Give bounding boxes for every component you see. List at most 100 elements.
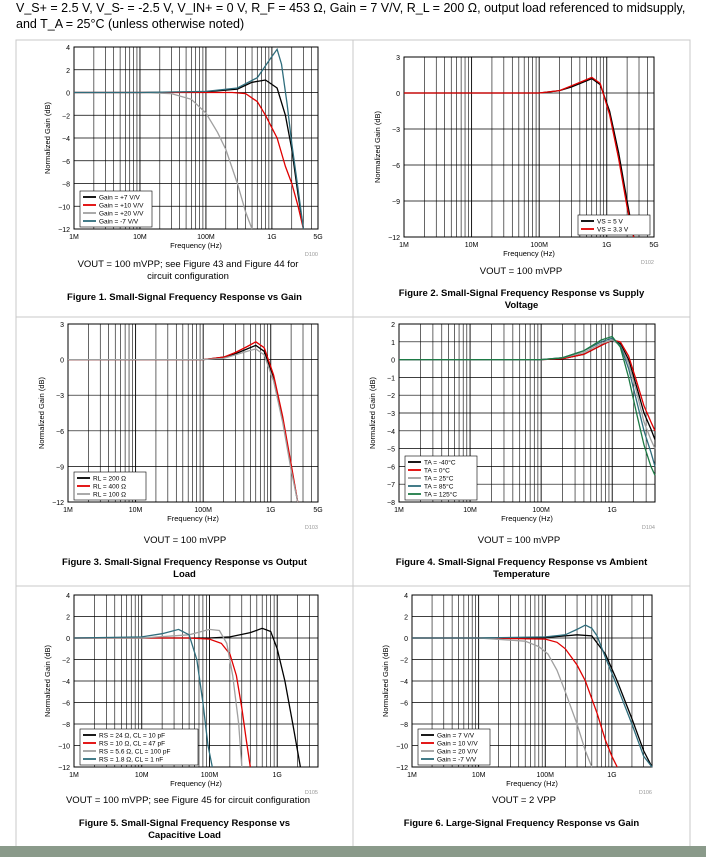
bottom-taskbar [0,846,706,857]
y-tick-label: −5 [387,447,395,454]
y-axis-label: Normalized Gain (dB) [43,644,52,717]
x-tick-label: 1G [602,242,611,249]
x-tick-label: 1G [266,507,275,514]
x-tick-label: 1M [69,234,79,241]
figure-title: Figure 2. Small-Signal Frequency Respons… [399,288,645,299]
y-tick-label: −4 [62,679,70,686]
y-tick-label: 4 [66,45,70,52]
y-tick-label: −6 [387,464,395,471]
y-tick-label: −9 [56,464,64,471]
figure-title-cont: Capacitive Load [148,830,221,841]
legend-label: VS = 5 V [597,219,623,226]
x-axis-label: Frequency (Hz) [170,779,222,788]
x-tick-label: 5G [313,507,322,514]
x-tick-label: 10M [465,242,479,249]
y-tick-label: 0 [396,91,400,98]
x-tick-label: 100M [194,507,212,514]
x-tick-label: 100M [201,772,219,779]
x-tick-label: 100M [536,772,554,779]
series-line-3 [74,91,253,230]
figure-title: Figure 4. Small-Signal Frequency Respons… [396,557,648,568]
y-tick-label: −6 [62,159,70,166]
figure-code: D105 [305,790,318,796]
x-axis-label: Frequency (Hz) [170,241,222,250]
y-tick-label: −8 [62,722,70,729]
figure-caption-cont: circuit configuration [147,271,229,282]
figure-title: Figure 3. Small-Signal Frequency Respons… [62,557,308,568]
y-tick-label: −4 [62,136,70,143]
legend-label: Gain = -7 V/V [437,757,477,764]
y-tick-label: 2 [66,615,70,622]
y-tick-label: −8 [400,722,408,729]
x-tick-label: 1M [407,772,417,779]
y-tick-label: 0 [404,636,408,643]
legend-label: RS = 5.6 Ω, CL = 100 pF [99,749,170,756]
y-axis-label: Normalized Gain (dB) [373,110,382,183]
y-tick-label: −8 [387,500,395,507]
figure-code: D102 [641,260,654,266]
y-tick-label: −6 [62,701,70,708]
x-axis-label: Frequency (Hz) [501,514,553,523]
legend-label: TA = 25°C [424,475,454,483]
y-tick-label: −10 [58,744,70,751]
y-tick-label: 0 [60,358,64,365]
legend: TA = -40°CTA = 0°CTA = 25°CTA = 85°CTA =… [404,455,478,501]
legend-label: TA = -40°C [424,459,456,467]
y-tick-label: −4 [387,429,395,436]
y-tick-label: −12 [58,765,70,772]
y-tick-label: −3 [387,411,395,418]
x-tick-label: 10M [135,772,149,779]
figure-title-cont: Temperature [493,569,550,580]
series-line-2 [74,637,251,768]
x-axis-label: Frequency (Hz) [503,249,555,258]
y-tick-label: 1 [391,340,395,347]
legend-box [577,214,651,236]
y-tick-label: 4 [66,593,70,600]
legend-label: Gain = 20 V/V [437,749,478,756]
y-tick-label: −8 [62,182,70,189]
series-line-3 [74,628,243,768]
y-axis-label: Normalized Gain (dB) [43,101,52,174]
y-tick-label: −2 [62,658,70,665]
figure-code: D100 [305,252,318,258]
figure-title: Figure 5. Small-Signal Frequency Respons… [79,818,290,829]
figure-title-cont: Load [173,569,196,580]
x-tick-label: 1M [69,772,79,779]
series-line-5 [399,335,656,476]
figure-caption: VOUT = 100 mVPP [478,535,560,546]
legend-label: RS = 10 Ω, CL = 47 pF [99,741,165,748]
legend-label: TA = 0°C [424,467,450,475]
y-tick-label: 3 [396,55,400,62]
legend-label: Gain = +20 V/V [99,211,144,218]
legend-label: TA = 125°C [424,491,457,499]
plot-frame [73,594,319,768]
y-tick-label: −12 [388,235,400,242]
y-tick-label: −3 [392,127,400,134]
x-tick-label: 10M [133,234,147,241]
series-line-3 [68,348,299,503]
x-tick-label: 100M [197,234,215,241]
series-line-2 [412,637,618,768]
series-line-3 [412,637,593,768]
figure-title-cont: Voltage [505,300,539,311]
figure-code: D104 [642,525,655,531]
series-line-2 [404,76,635,238]
x-tick-label: 1M [399,242,409,249]
x-tick-label: 1G [607,772,616,779]
x-tick-label: 1G [273,772,282,779]
y-tick-label: −3 [56,393,64,400]
x-tick-label: 5G [313,234,322,241]
x-axis-label: Frequency (Hz) [167,514,219,523]
series-line-2 [74,91,305,230]
x-tick-label: 100M [530,242,548,249]
x-tick-label: 1M [394,507,404,514]
plot-frame [403,56,655,238]
x-tick-label: 100M [532,507,550,514]
y-tick-label: −6 [400,701,408,708]
y-tick-label: −10 [58,204,70,211]
figure-code: D106 [639,790,652,796]
